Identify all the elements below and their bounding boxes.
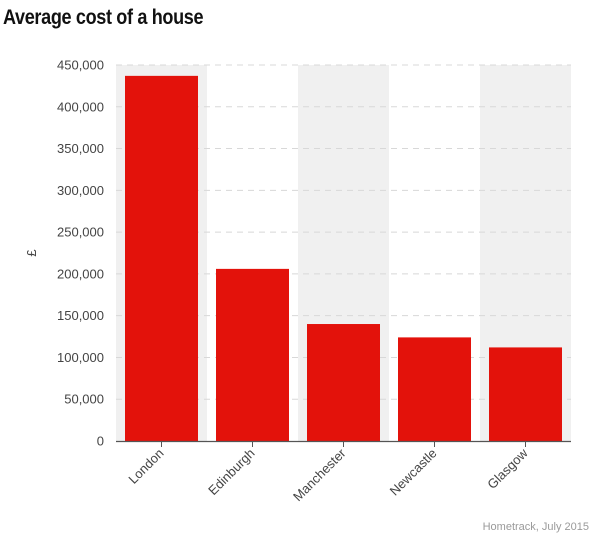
bar-london xyxy=(125,75,198,442)
source-note: Hometrack, July 2015 xyxy=(482,521,589,533)
y-tick-label: 200,000 xyxy=(57,266,104,281)
y-axis-tick-labels: 0 50,000 100,000 150,000 200,000 250,000 300,0… xyxy=(57,58,104,449)
x-tick-label-newcastle: Newcastle xyxy=(387,446,440,499)
x-tick-label-edinburgh: Edinburgh xyxy=(205,446,258,499)
y-tick-label: 450,000 xyxy=(57,58,104,73)
bar-newcastle xyxy=(398,337,471,441)
y-tick-label: 300,000 xyxy=(57,183,104,198)
x-axis xyxy=(116,440,571,447)
y-tick-label: 100,000 xyxy=(57,350,104,365)
x-tick-label-glasgow: Glasgow xyxy=(484,445,531,492)
bars xyxy=(125,75,562,442)
y-tick-label: 0 xyxy=(97,434,104,449)
y-tick-label: 50,000 xyxy=(64,392,104,407)
x-axis-tick-labels: London Edinburgh Manchester Newcastle Glasgo… xyxy=(125,445,531,504)
bar-glasgow xyxy=(489,347,562,441)
y-tick-label: 150,000 xyxy=(57,308,104,323)
y-tick-label: 350,000 xyxy=(57,141,104,156)
x-tick-label-london: London xyxy=(125,446,166,487)
bar-edinburgh xyxy=(216,268,289,441)
bar-manchester xyxy=(307,324,380,441)
y-tick-label: 250,000 xyxy=(57,225,104,240)
y-axis-label: £ xyxy=(24,249,39,257)
y-tick-label: 400,000 xyxy=(57,99,104,114)
x-tick-label-manchester: Manchester xyxy=(290,445,349,504)
chart-title: Average cost of a house xyxy=(3,6,204,29)
